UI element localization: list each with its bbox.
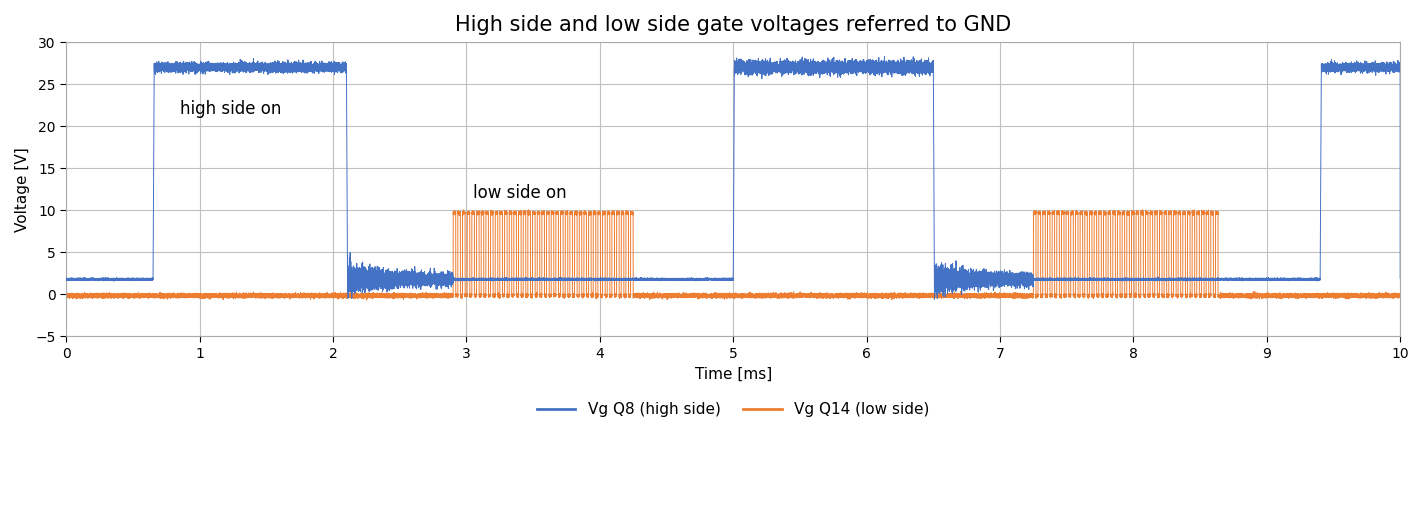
X-axis label: Time [ms]: Time [ms] bbox=[695, 367, 772, 381]
Text: low side on: low side on bbox=[473, 184, 567, 201]
Title: High side and low side gate voltages referred to GND: High side and low side gate voltages ref… bbox=[456, 15, 1011, 35]
Y-axis label: Voltage [V]: Voltage [V] bbox=[16, 147, 30, 231]
Text: high side on: high side on bbox=[179, 99, 281, 118]
Legend: Vg Q8 (high side), Vg Q14 (low side): Vg Q8 (high side), Vg Q14 (low side) bbox=[531, 396, 936, 423]
